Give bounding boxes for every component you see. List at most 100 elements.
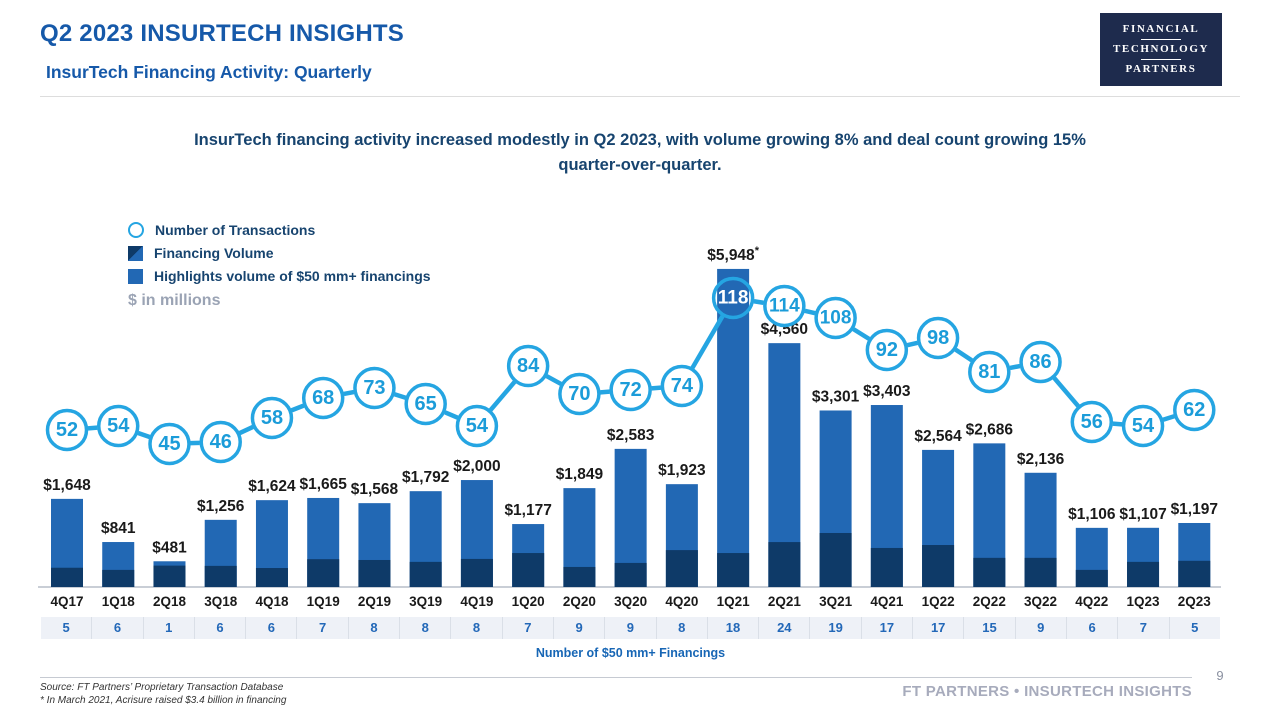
transaction-circle xyxy=(199,420,242,464)
transaction-count: 108 xyxy=(820,308,852,329)
footnote-line: * In March 2021, Acrisure raised $3.4 bi… xyxy=(40,695,287,706)
legend-label: Highlights volume of $50 mm+ financings xyxy=(154,268,431,284)
transaction-circle xyxy=(814,296,857,340)
transaction-circle xyxy=(763,284,806,328)
x-axis-label: 4Q20 xyxy=(665,594,698,609)
transactions-line-segment xyxy=(137,430,151,440)
bar-value-label: $4,560 xyxy=(761,321,808,338)
volume-bar-4Q19 xyxy=(460,480,493,587)
transaction-count: 73 xyxy=(363,377,385,399)
bar-base-segment xyxy=(409,561,442,587)
bar-base-segment xyxy=(1024,557,1057,587)
transaction-marker-4Q18: 58 xyxy=(250,396,294,440)
transaction-count: 74 xyxy=(671,375,694,397)
fifty-mm-count-cell: 24 xyxy=(759,617,811,639)
volume-bar-1Q22 xyxy=(922,449,955,587)
x-axis-label: 2Q23 xyxy=(1178,594,1212,609)
fifty-mm-count-cell: 1 xyxy=(144,617,195,639)
transaction-marker-4Q21: 92 xyxy=(865,328,909,372)
transaction-circle xyxy=(506,344,550,388)
volume-bar-3Q18 xyxy=(204,519,237,587)
transaction-marker-4Q17: 52 xyxy=(45,408,89,452)
bar-value-label: $481 xyxy=(152,539,187,556)
chart-legend: Number of Transactions Financing Volume … xyxy=(128,222,431,310)
x-axis-label: 3Q18 xyxy=(204,594,238,609)
bar-highlight-segment xyxy=(717,268,750,587)
source-note: Source: FT Partners’ Proprietary Transac… xyxy=(40,681,286,707)
bar-base-segment xyxy=(1075,569,1108,587)
transaction-count: 62 xyxy=(1183,399,1205,421)
transaction-marker-4Q22: 56 xyxy=(1070,400,1114,444)
transaction-circle xyxy=(660,364,704,408)
volume-bar-4Q17 xyxy=(51,498,83,587)
volume-bar-2Q21 xyxy=(768,343,801,587)
volume-bar-3Q19 xyxy=(409,491,442,587)
transaction-circle xyxy=(1019,340,1062,384)
legend-row-volume: Financing Volume xyxy=(128,245,431,261)
volume-bar-4Q21 xyxy=(870,405,903,587)
logo-line-technology: TECHNOLOGY xyxy=(1112,43,1210,55)
transaction-marker-3Q21: 108 xyxy=(814,296,857,340)
bar-value-label: $1,197 xyxy=(1171,501,1218,518)
bar-value-label: $3,301 xyxy=(812,388,860,405)
x-axis-label: 2Q20 xyxy=(563,594,596,609)
x-axis-label: 2Q18 xyxy=(153,594,187,609)
volume-bar-1Q23 xyxy=(1127,527,1160,587)
fifty-mm-count-cell: 17 xyxy=(862,617,914,639)
fifty-mm-count-cell: 9 xyxy=(1016,617,1067,639)
transaction-marker-3Q22: 86 xyxy=(1019,340,1062,384)
transactions-line-segment xyxy=(488,380,517,412)
volume-bar-2Q23 xyxy=(1178,522,1211,587)
volume-bar-2Q18 xyxy=(153,561,186,587)
bar-base-segment xyxy=(51,567,83,587)
transactions-line-segment xyxy=(393,392,407,400)
bar-base-segment xyxy=(768,542,801,587)
bar-value-label: $1,568 xyxy=(351,481,399,498)
transactions-line-segment xyxy=(1009,363,1021,371)
bar-base-segment xyxy=(922,545,955,587)
transactions-line-segment xyxy=(87,425,98,431)
bar-base-segment xyxy=(717,553,750,587)
bar-base-segment xyxy=(512,553,545,587)
bar-base-segment xyxy=(819,532,852,587)
transactions-line-segment xyxy=(444,410,459,420)
bar-base-segment xyxy=(255,568,288,587)
transaction-count: 54 xyxy=(1132,415,1155,437)
page-subtitle: InsurTech Financing Activity: Quarterly xyxy=(46,62,372,82)
x-axis-label: 3Q20 xyxy=(614,594,647,609)
page-title: Q2 2023 INSURTECH INSIGHTS xyxy=(40,20,404,47)
bar-value-label: $3,403 xyxy=(863,383,911,400)
transaction-count: 84 xyxy=(517,355,540,377)
fifty-mm-count-cell: 7 xyxy=(1118,617,1170,639)
fifty-mm-count-cell: 8 xyxy=(451,617,503,639)
transaction-circle xyxy=(250,396,294,440)
bar-value-label: $2,564 xyxy=(914,428,962,445)
fifty-mm-count-cell: 6 xyxy=(92,617,144,639)
slide-headline: InsurTech financing activity increased m… xyxy=(194,131,1086,174)
logo-divider xyxy=(1141,39,1181,40)
fifty-mm-count-cell: 17 xyxy=(913,617,965,639)
x-axis-label: 4Q17 xyxy=(50,594,83,609)
legend-label: Number of Transactions xyxy=(155,222,316,238)
x-axis-label: 4Q18 xyxy=(255,594,289,609)
transactions-line-segment xyxy=(906,340,919,348)
transaction-count: 81 xyxy=(978,361,1000,383)
transaction-circle xyxy=(301,376,345,420)
fifty-mm-count-cell: 15 xyxy=(964,617,1016,639)
bar-base-segment xyxy=(460,558,493,587)
transaction-circle xyxy=(96,404,140,448)
bar-base-segment xyxy=(1127,561,1160,587)
transaction-count: 45 xyxy=(158,433,180,455)
transaction-count: 72 xyxy=(620,379,642,401)
transaction-marker-2Q19: 73 xyxy=(353,366,396,410)
transactions-line-segment xyxy=(804,308,816,316)
x-axis-label: 1Q22 xyxy=(922,594,955,609)
bar-value-label: $1,107 xyxy=(1119,506,1166,523)
volume-bar-1Q19 xyxy=(307,497,340,587)
bar-value-label: $841 xyxy=(101,520,136,537)
bar-value-label: $5,948* xyxy=(707,245,759,264)
fifty-mm-count-cell: 6 xyxy=(195,617,247,639)
fifty-mm-count-cell: 5 xyxy=(1191,620,1199,635)
transaction-count: 58 xyxy=(261,407,283,429)
transaction-count: 86 xyxy=(1029,351,1051,373)
